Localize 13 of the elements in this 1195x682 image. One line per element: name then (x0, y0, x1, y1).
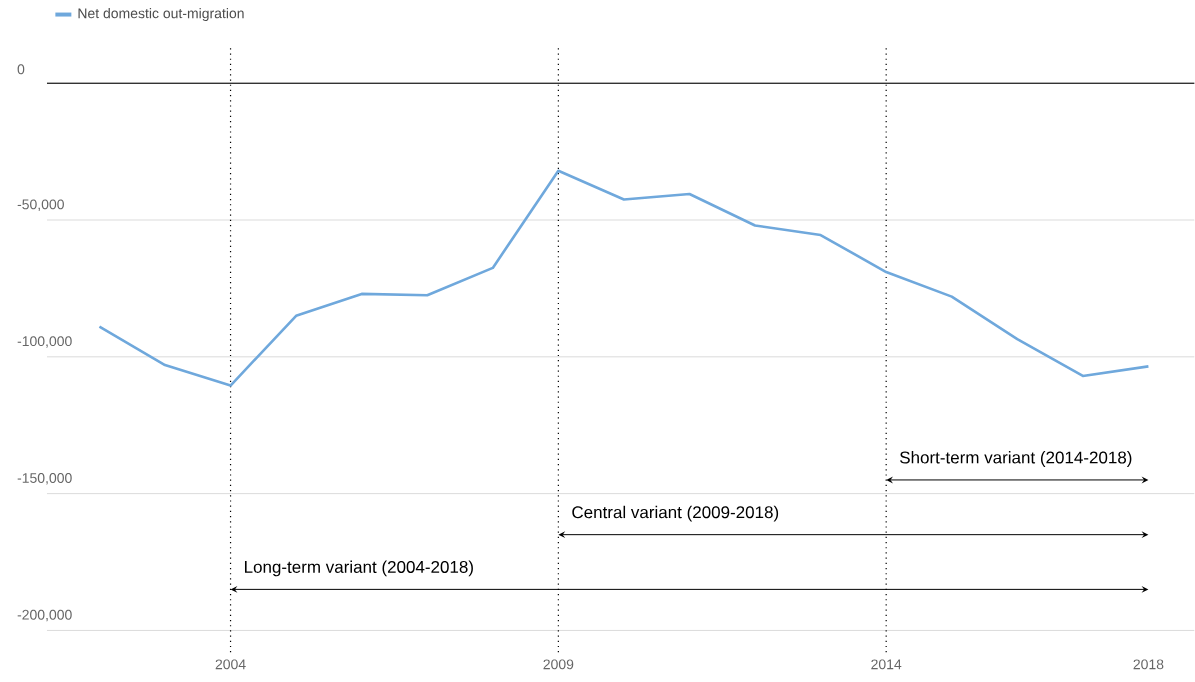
y-tick-label: -100,000 (17, 336, 72, 348)
x-tick-label: 2009 (543, 659, 574, 670)
y-tick-label: 0 (17, 64, 25, 75)
annotation: Long-term variant (2004-2018) (244, 560, 473, 577)
x-tick-label: 2014 (871, 659, 902, 670)
y-tick-label: -50,000 (17, 199, 64, 211)
y-tick-label: -200,000 (17, 609, 72, 622)
annotation: Central variant (2009-2018) (572, 505, 779, 522)
x-tick-label: 2004 (215, 659, 246, 670)
annotation: Short-term variant (2014-2018) (900, 450, 1132, 467)
legend-label: Net domestic out-migration (78, 7, 244, 21)
y-tick-label: -150,000 (17, 472, 72, 485)
x-tick-label: 2018 (1133, 659, 1164, 670)
